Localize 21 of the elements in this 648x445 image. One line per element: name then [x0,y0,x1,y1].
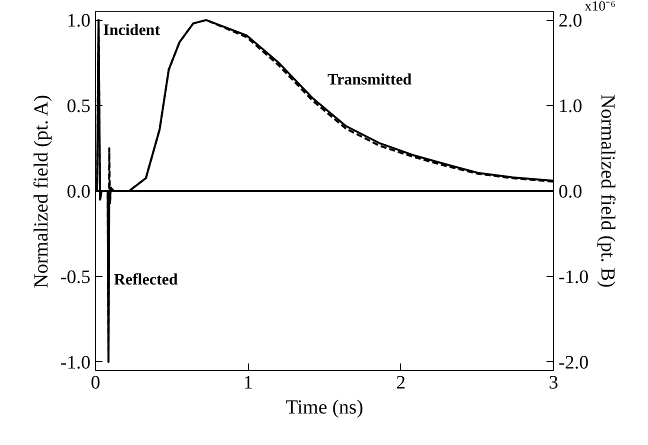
x-tick-label: 0 [90,372,100,394]
y2-tick-label: -2.0 [558,352,589,374]
y-tick-label: 1.0 [66,10,90,32]
x-axis-title: Time (ns) [286,396,364,418]
y-tick-label: -1.0 [60,352,90,374]
y-tick-label: 0.0 [66,182,90,202]
y-axis-title: Normalized field (pt. A) [30,94,52,288]
x-tick-label: 1 [243,372,253,394]
text: x10⁻⁶ [584,0,616,14]
y-tick-label: -0.5 [60,266,90,288]
annotation: Transmitted [328,71,412,88]
y2-tick-label: 2.0 [558,10,582,32]
x-tick-label: 2 [396,372,406,394]
y2-axis-title: Normalized field (pt. B) [596,94,619,288]
y2-tick-label: -1.0 [558,266,589,288]
annotation: Reflected [114,271,178,288]
y2-tick-label: 1.0 [558,96,582,118]
x-tick-label: 3 [548,372,558,394]
y-tick-label: 0.5 [66,96,90,118]
y2-tick-label: 0.0 [558,182,582,202]
annotation: Incident [103,22,161,39]
